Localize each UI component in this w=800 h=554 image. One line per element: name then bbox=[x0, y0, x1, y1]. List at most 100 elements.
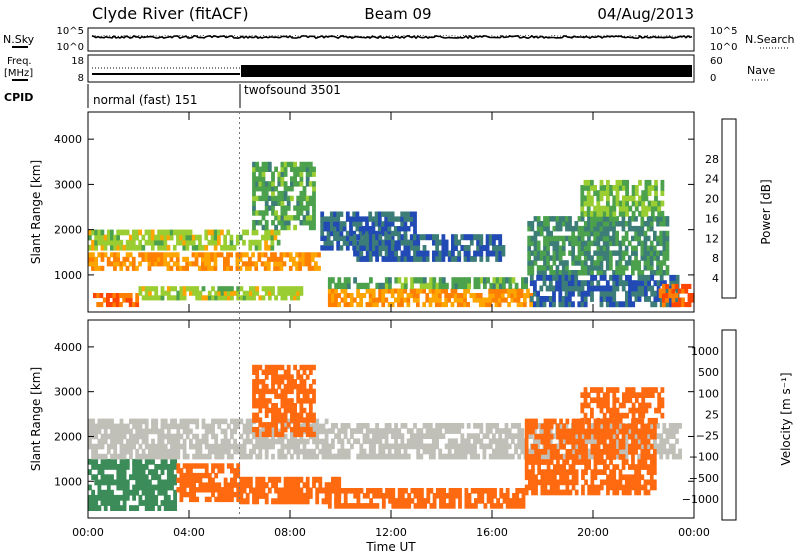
heatmap-cell-4 bbox=[305, 195, 310, 202]
heatmap-cell-8 bbox=[365, 239, 370, 246]
heatmap-cell-1 bbox=[132, 438, 136, 445]
heatmap-cell-1 bbox=[100, 423, 105, 430]
heatmap-cell-7 bbox=[553, 469, 557, 475]
heatmap-cell-4 bbox=[302, 379, 307, 385]
heatmap-cell-1 bbox=[220, 438, 225, 445]
heatmap-cell-3 bbox=[242, 290, 247, 296]
heatmap-cell-9 bbox=[609, 255, 613, 261]
heatmap-cell-7 bbox=[460, 277, 465, 284]
heatmap-cell-7 bbox=[562, 489, 566, 496]
heatmap-cell-7 bbox=[599, 418, 604, 425]
heatmap-cell-7 bbox=[612, 449, 617, 455]
heatmap-cell-7 bbox=[618, 428, 623, 435]
heatmap-cell-2 bbox=[201, 487, 206, 493]
heatmap-cell-4 bbox=[261, 383, 266, 390]
heatmap-cell-7 bbox=[599, 479, 604, 486]
heatmap-cell-6 bbox=[671, 423, 676, 429]
heatmap-cell-5 bbox=[345, 235, 350, 241]
heatmap-cell-11 bbox=[650, 185, 655, 191]
heatmap-cell-0 bbox=[135, 484, 140, 491]
heatmap-cell-1 bbox=[258, 448, 263, 455]
heatmap-cell-1 bbox=[204, 433, 209, 440]
heatmap-cell-1 bbox=[290, 433, 294, 440]
ytick-label: 4000 bbox=[54, 133, 82, 146]
heatmap-cell-9 bbox=[662, 230, 667, 237]
heatmap-cell-9 bbox=[649, 270, 654, 276]
heatmap-cell-7 bbox=[587, 433, 591, 440]
heatmap-cell-8 bbox=[618, 417, 623, 424]
heatmap-cell-4 bbox=[312, 195, 316, 202]
heatmap-cell-2 bbox=[128, 297, 133, 303]
heatmap-cell-5 bbox=[381, 211, 385, 217]
heatmap-cell-5 bbox=[323, 235, 328, 241]
heatmap-cell-3 bbox=[280, 492, 285, 499]
heatmap-cell-7 bbox=[596, 489, 601, 496]
heatmap-cell-0 bbox=[166, 505, 171, 511]
heatmap-cell-10 bbox=[590, 285, 594, 292]
heatmap-cell-5 bbox=[393, 240, 398, 246]
heatmap-cell-10 bbox=[612, 290, 617, 297]
heatmap-cell-10 bbox=[558, 285, 563, 292]
heatmap-cell-3 bbox=[173, 286, 177, 292]
heatmap-cell-9 bbox=[634, 245, 638, 251]
heatmap-cell-1 bbox=[106, 423, 111, 430]
heatmap-cell-1 bbox=[182, 244, 187, 251]
heatmap-cell-2 bbox=[176, 487, 181, 493]
heatmap-cell-4 bbox=[299, 171, 304, 177]
heatmap-cell-4 bbox=[305, 374, 310, 380]
heatmap-cell-5 bbox=[502, 493, 507, 499]
heatmap-cell-4 bbox=[252, 210, 256, 216]
heatmap-cell-6 bbox=[428, 428, 433, 434]
heatmap-cell-6 bbox=[548, 428, 553, 434]
heatmap-cell-0 bbox=[110, 458, 114, 465]
heatmap-cell-1 bbox=[185, 239, 190, 246]
heatmap-cell-0 bbox=[132, 464, 136, 470]
heatmap-cell-7 bbox=[489, 282, 494, 290]
heatmap-cell-9 bbox=[533, 255, 538, 261]
heatmap-cell-5 bbox=[451, 503, 456, 509]
heatmap-cell-5 bbox=[420, 493, 424, 499]
heatmap-cell-6 bbox=[513, 293, 518, 299]
heatmap-cell-5 bbox=[374, 221, 379, 227]
heatmap-cell-7 bbox=[549, 479, 554, 486]
heatmap-cell-1 bbox=[254, 244, 259, 251]
heatmap-cell-8 bbox=[391, 239, 395, 246]
heatmap-cell-0 bbox=[185, 261, 189, 267]
heatmap-cell-4 bbox=[255, 431, 260, 438]
heatmap-cell-0 bbox=[116, 494, 121, 501]
heatmap-cell-2 bbox=[189, 487, 193, 493]
heatmap-cell-1 bbox=[97, 234, 102, 241]
heatmap-cell-7 bbox=[528, 474, 532, 481]
heatmap-cell-7 bbox=[334, 282, 338, 290]
heatmap-cell-1 bbox=[321, 443, 326, 450]
heatmap-cell-6 bbox=[327, 443, 332, 450]
heatmap-cell-11 bbox=[606, 210, 610, 217]
heatmap-cell-12 bbox=[661, 288, 666, 294]
heatmap-cell-5 bbox=[413, 503, 418, 509]
heatmap-cell-1 bbox=[233, 428, 237, 435]
heatmap-cell-6 bbox=[671, 448, 676, 455]
heatmap-cell-7 bbox=[540, 479, 545, 486]
heatmap-cell-6 bbox=[494, 302, 499, 308]
heatmap-cell-1 bbox=[261, 438, 266, 445]
heatmap-cell-0 bbox=[153, 252, 158, 258]
heatmap-cell-6 bbox=[526, 433, 531, 439]
heatmap-cell-7 bbox=[590, 484, 595, 491]
heatmap-cell-6 bbox=[371, 302, 376, 308]
heatmap-cell-1 bbox=[318, 448, 323, 455]
heatmap-cell-1 bbox=[258, 438, 263, 445]
heatmap-cell-6 bbox=[375, 428, 379, 434]
heatmap-cell-9 bbox=[618, 245, 623, 251]
heatmap-cell-0 bbox=[301, 252, 306, 258]
heatmap-cell-3 bbox=[258, 476, 263, 483]
nave-label: Nave bbox=[747, 64, 775, 77]
heatmap-cell-4 bbox=[274, 195, 278, 202]
heatmap-cell-7 bbox=[646, 479, 651, 486]
heatmap-cell-7 bbox=[640, 464, 645, 470]
heatmap-cell-4 bbox=[271, 407, 275, 414]
heatmap-cell-0 bbox=[97, 265, 102, 271]
heatmap-cell-6 bbox=[365, 423, 370, 429]
heatmap-cell-2 bbox=[176, 463, 181, 469]
heatmap-cell-5 bbox=[439, 488, 443, 494]
heatmap-cell-11 bbox=[644, 205, 649, 212]
